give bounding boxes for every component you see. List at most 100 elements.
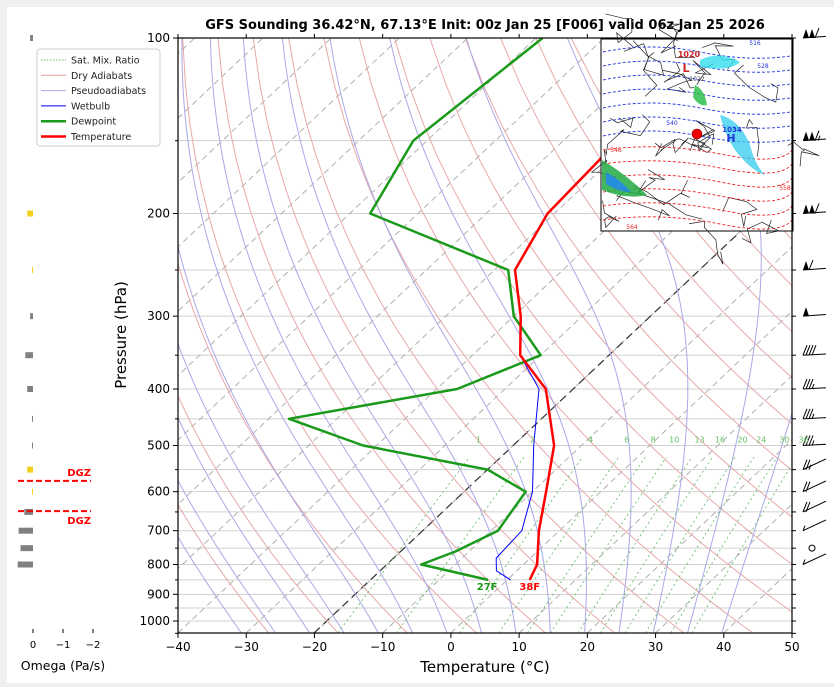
dgz-label: DGZ <box>67 516 91 527</box>
mixing-ratio-line <box>498 456 620 633</box>
wind-barb <box>802 553 827 565</box>
pseudoadiabat-line <box>281 38 517 633</box>
wind-barb <box>802 203 827 214</box>
mixing-ratio-label: 30 <box>779 435 789 444</box>
wind-barb <box>808 544 816 552</box>
data-series <box>287 38 687 582</box>
isotherm-line <box>178 38 400 248</box>
inset-border-line <box>733 64 779 103</box>
barb-half-flag <box>808 464 812 470</box>
y-tick-label: 200 <box>147 207 170 221</box>
barb-pennant <box>803 204 809 214</box>
barb-half-flag <box>811 440 815 446</box>
wind-barb <box>802 130 827 142</box>
inset-map-label: 1022 <box>689 76 704 83</box>
x-tick-label: 40 <box>716 640 731 654</box>
legend-box <box>36 48 161 147</box>
omega-tick-label: −1 <box>56 640 71 651</box>
wind-barb <box>802 435 827 446</box>
legend: Sat. Mix. Ratio Dry Adiabats Pseudoadiabat… <box>36 48 161 147</box>
omega-tick-label: 0 <box>30 640 36 651</box>
dry-adiabat-line <box>358 38 792 613</box>
wind-barb <box>802 259 827 271</box>
dgz-label: DGZ <box>67 468 91 479</box>
mixing-ratio-line <box>337 456 470 633</box>
y-axis-label: Pressure (hPa) <box>112 281 130 389</box>
inset-precip-area <box>720 115 765 175</box>
mixing-ratio-label: 20 <box>737 435 747 444</box>
barb-pennant <box>803 29 809 38</box>
barb-half-flag <box>802 559 806 565</box>
pseudoadiabat-line <box>178 342 345 633</box>
dry-adiabat-line <box>464 38 792 471</box>
mixing-ratio-line <box>527 456 646 633</box>
dry-adiabat-line <box>570 38 792 333</box>
pseudoadiabat-line <box>329 38 551 633</box>
mixing-ratio-line <box>691 463 792 633</box>
dry-adiabat-line <box>818 38 834 636</box>
barb-pennant <box>803 260 809 270</box>
barb-flag <box>811 345 817 356</box>
series-dewpoint-line <box>287 38 544 582</box>
wind-barb <box>802 307 827 317</box>
legend-label: Pseudoadiabats <box>71 86 146 97</box>
inset-map-label: 528 <box>757 63 769 70</box>
inset-thickness-contour <box>602 202 793 216</box>
inset-border-line <box>590 150 615 178</box>
mixing-ratio-label: 4 <box>588 435 593 444</box>
mixing-ratio-label: 1 <box>476 435 481 444</box>
barb-half-flag <box>817 135 821 141</box>
dry-adiabat-line <box>182 38 478 633</box>
barb-flag <box>802 408 808 420</box>
x-tick-label: −20 <box>302 640 327 654</box>
mixing-ratio-line <box>459 456 583 633</box>
inset-height-contour <box>602 102 791 115</box>
isotherm-line <box>178 38 332 184</box>
inset-map-label: 516 <box>749 40 761 47</box>
inset-map-label: 1020 <box>678 50 701 59</box>
inset-border-line <box>692 60 714 85</box>
barb-flag <box>802 435 808 446</box>
dry-adiabat-line <box>535 38 792 379</box>
inset-border-line <box>658 24 696 59</box>
pseudoadiabat-line <box>242 38 482 633</box>
inset-precip-area <box>700 55 740 69</box>
barb-pennant <box>809 204 815 214</box>
pseudoadiabat-line <box>686 38 762 633</box>
barb-shaft <box>802 387 827 390</box>
wind-barb <box>802 345 827 356</box>
omega-bar <box>17 561 33 568</box>
x-tick-label: −40 <box>165 640 190 654</box>
isotherm-line <box>178 38 605 441</box>
y-tick-label: 700 <box>147 524 170 538</box>
dry-adiabat-line <box>217 38 547 633</box>
y-tick-label: 100 <box>147 31 170 45</box>
omega-bar <box>25 352 33 359</box>
omega-bar <box>32 442 33 449</box>
omega-panel: 0 −1 −2 DGZ DGZ <box>17 35 100 651</box>
x-tick-label: 10 <box>511 640 526 654</box>
barb-flag <box>802 459 808 470</box>
surface-temperature-label: 38F <box>519 582 540 593</box>
isotherm-line <box>791 632 792 633</box>
inset-border-line <box>605 13 634 48</box>
sounding-figure: GFS Sounding 36.42°N, 67.13°E Init: 00z … <box>7 7 834 683</box>
omega-bar <box>30 313 33 320</box>
barb-half-flag <box>811 413 815 420</box>
inset-thickness-contour <box>602 174 793 188</box>
barb-pennant <box>803 131 809 141</box>
inset-border-line <box>654 137 689 154</box>
dry-adiabat-line <box>500 38 792 425</box>
barb-flag <box>805 501 811 513</box>
x-tick-label: 50 <box>784 640 799 654</box>
inset-precip-area <box>693 85 707 106</box>
barb-shaft <box>802 417 827 420</box>
pseudoadiabat-line <box>178 536 242 633</box>
inset-thickness-contour <box>602 146 793 160</box>
barb-pennant <box>809 29 815 38</box>
y-tick-label: 300 <box>147 309 170 323</box>
dry-adiabat-line <box>323 38 754 633</box>
mixing-ratio-label: 24 <box>756 435 766 444</box>
x-tick-label: −10 <box>370 640 395 654</box>
